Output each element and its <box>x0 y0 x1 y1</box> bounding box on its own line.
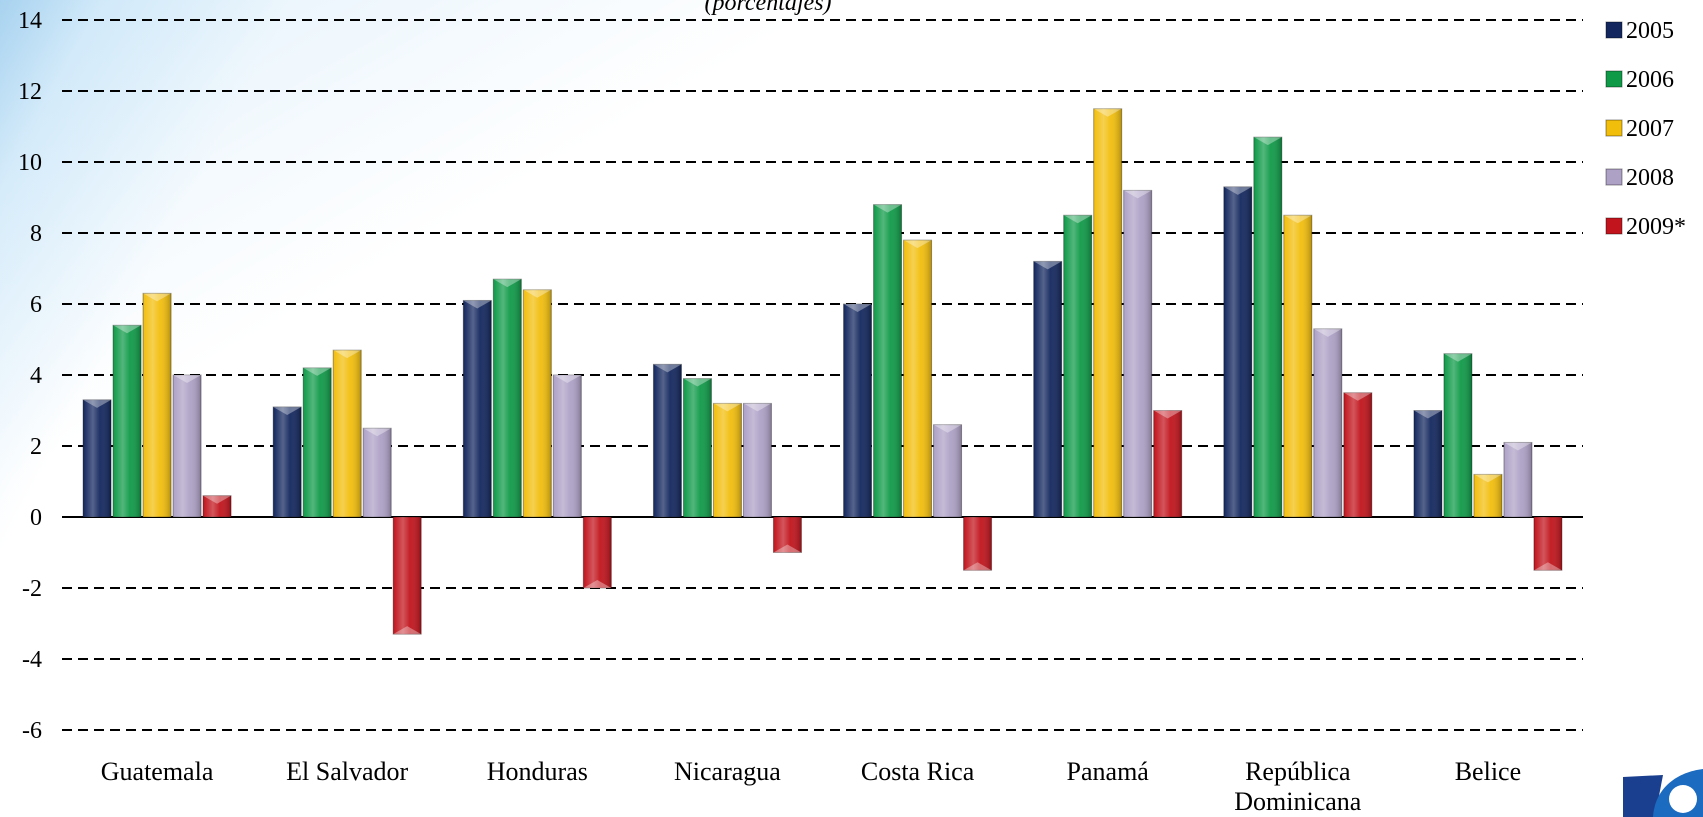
bar <box>582 516 612 589</box>
y-tick-label: 8 <box>30 221 42 247</box>
x-category-label: Panamá <box>1067 757 1150 786</box>
x-category-label: Guatemala <box>101 757 214 786</box>
legend-swatch <box>1605 217 1623 235</box>
bar <box>1343 392 1373 518</box>
bar <box>82 399 112 518</box>
legend-label: 2009* <box>1626 214 1686 240</box>
bar <box>843 303 873 518</box>
bar <box>963 516 993 571</box>
bar <box>873 204 903 518</box>
bar <box>392 516 422 635</box>
y-tick-label: 6 <box>30 292 42 318</box>
bars <box>82 108 1563 635</box>
bar <box>1223 186 1253 518</box>
y-tick-label: 14 <box>18 8 42 34</box>
bar <box>332 349 362 518</box>
x-category-label: Honduras <box>487 757 588 786</box>
bar <box>202 495 232 518</box>
x-category-label: República Dominicana <box>1234 757 1362 816</box>
bar <box>1413 410 1443 518</box>
bar <box>1153 410 1183 518</box>
bar <box>272 406 302 518</box>
bar <box>462 299 492 518</box>
bar <box>172 374 202 518</box>
bar <box>112 324 142 518</box>
legend: 2005 2006 2007 2008 2009* <box>1605 18 1686 240</box>
gridlines <box>62 19 1583 731</box>
legend-label: 2007 <box>1626 116 1674 142</box>
chart-title: (porcentajes) <box>704 0 831 16</box>
bar <box>1123 189 1153 518</box>
legend-swatch <box>1605 168 1623 186</box>
bar <box>1313 328 1343 518</box>
y-tick-label: 2 <box>30 434 42 460</box>
y-tick-label: -2 <box>22 576 42 602</box>
bar <box>682 378 712 518</box>
legend-swatch <box>1605 119 1623 137</box>
bar <box>903 239 933 518</box>
bar <box>1283 214 1313 518</box>
bar <box>1473 473 1503 518</box>
bar <box>362 427 392 518</box>
bar <box>1093 108 1123 518</box>
bar <box>1253 136 1283 518</box>
y-axis-ticks: 14 12 10 8 6 4 2 0 -2 -4 -6 <box>18 8 42 744</box>
x-axis-labels: Guatemala El Salvador Honduras Nicaragua Cos… <box>101 757 1521 816</box>
y-tick-label: -6 <box>22 718 42 744</box>
legend-swatch <box>1605 21 1623 39</box>
bar <box>142 292 172 518</box>
x-category-label: Nicaragua <box>674 757 781 786</box>
bar <box>1503 441 1533 518</box>
y-tick-label: 0 <box>30 505 42 531</box>
x-category-label: Costa Rica <box>861 757 975 786</box>
bar <box>742 402 772 518</box>
bar <box>1533 516 1563 571</box>
legend-label: 2006 <box>1626 67 1674 93</box>
bar <box>1443 353 1473 518</box>
bar <box>302 367 332 518</box>
x-category-label: Belice <box>1455 757 1521 786</box>
y-tick-label: -4 <box>22 647 42 673</box>
y-tick-label: 10 <box>18 150 42 176</box>
bar <box>712 402 742 518</box>
bar <box>1033 260 1063 518</box>
y-tick-label: 12 <box>18 79 42 105</box>
bar <box>933 424 963 518</box>
legend-label: 2005 <box>1626 18 1674 44</box>
bar <box>492 278 522 518</box>
x-category-label: El Salvador <box>286 757 408 786</box>
bar <box>522 289 552 518</box>
bar <box>652 363 682 518</box>
bar <box>552 374 582 518</box>
bar <box>1063 214 1093 518</box>
legend-swatch <box>1605 70 1623 88</box>
bar <box>772 516 802 553</box>
anniversary-logo <box>1623 769 1703 817</box>
y-tick-label: 4 <box>30 363 42 389</box>
legend-label: 2008 <box>1626 165 1674 191</box>
